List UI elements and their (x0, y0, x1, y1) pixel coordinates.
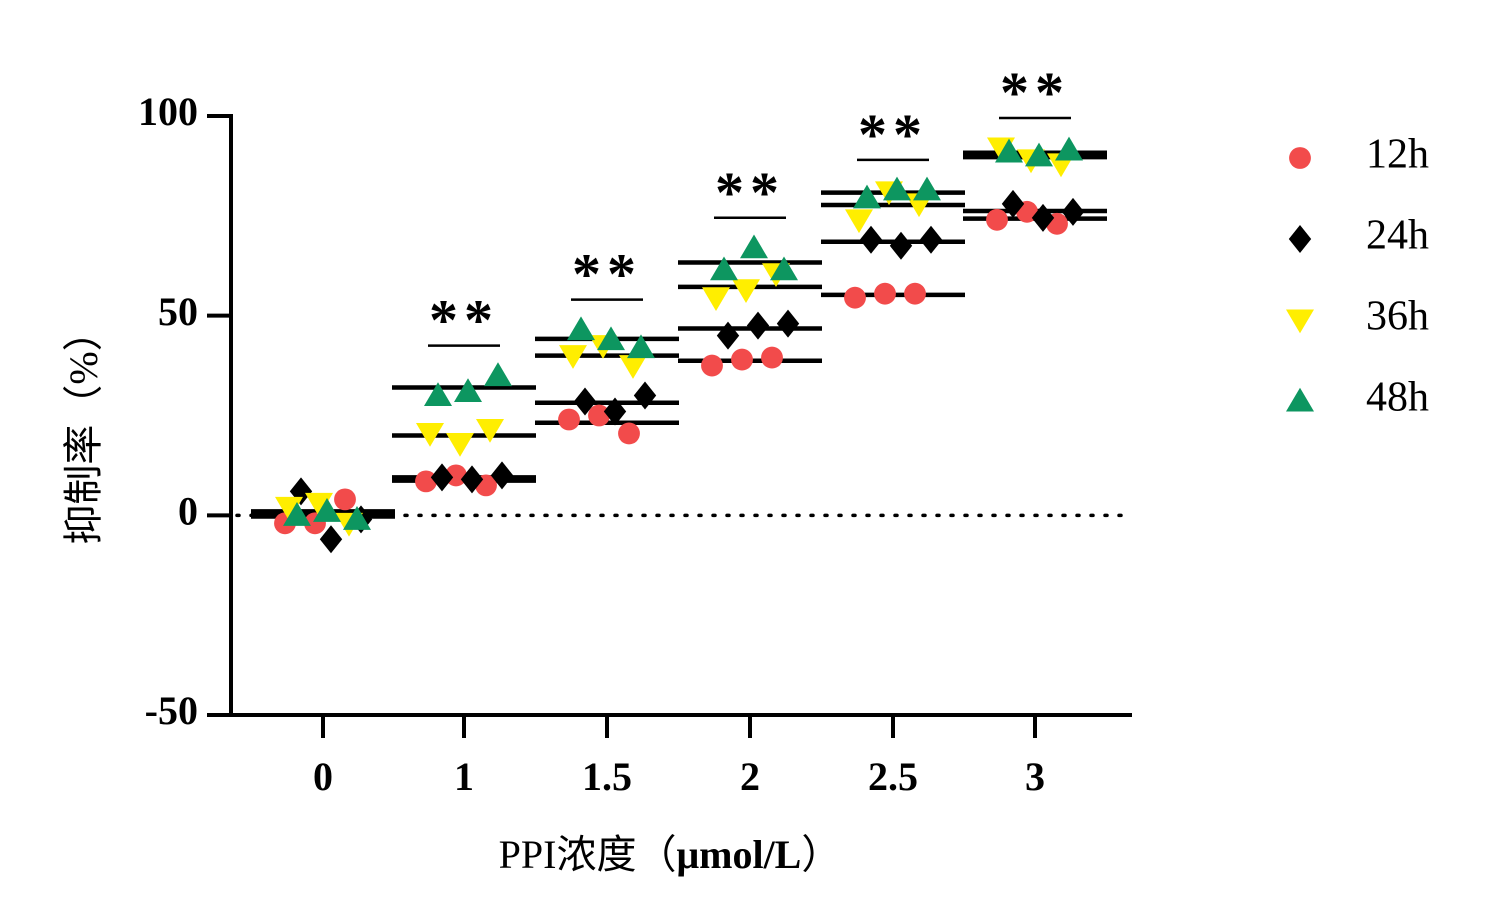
significance-label: ** (1000, 60, 1070, 125)
data-point (430, 463, 454, 492)
data-point (883, 176, 911, 201)
y-tick-label: 100 (138, 89, 198, 134)
data-point (1025, 142, 1053, 167)
legend-label: 24h (1366, 213, 1429, 259)
legend-marker (1289, 147, 1311, 169)
data-point (334, 488, 356, 511)
data-point (597, 326, 625, 351)
data-point (874, 282, 896, 305)
data-point (416, 422, 444, 447)
data-point (710, 256, 738, 281)
data-point (853, 184, 881, 209)
data-point (343, 506, 371, 530)
x-axis-label-suffix: ） (801, 832, 841, 877)
data-point (731, 348, 753, 371)
x-tick-label: 1 (454, 754, 474, 799)
data-point (460, 465, 484, 494)
data-points (274, 136, 1085, 554)
data-point (490, 461, 514, 490)
data-point (701, 354, 723, 377)
x-tick-label: 2 (740, 754, 760, 799)
data-point (770, 256, 798, 281)
data-point (424, 382, 452, 407)
data-point (275, 496, 303, 521)
data-point (319, 525, 343, 554)
data-point (305, 492, 333, 517)
x-tick-label: 3 (1025, 754, 1045, 799)
data-point (415, 470, 437, 493)
legend-item: 12h (1289, 132, 1429, 178)
data-point (904, 282, 926, 305)
data-point (476, 418, 504, 443)
significance-label: ** (572, 242, 642, 307)
data-point (889, 231, 913, 260)
x-tick-label: 1.5 (582, 754, 632, 799)
data-point (559, 345, 587, 369)
legend-marker (1286, 387, 1314, 412)
y-tick-label: -50 (145, 688, 198, 733)
data-point (702, 287, 730, 311)
data-point (558, 408, 580, 431)
x-tick-label: 0 (313, 754, 333, 799)
data-point (859, 225, 883, 254)
axes (229, 114, 1132, 717)
y-ticks: -50 0 50 100 (138, 89, 231, 733)
data-point (995, 138, 1023, 163)
legend-marker (1286, 309, 1314, 334)
data-point (283, 502, 311, 526)
legend-marker (1288, 225, 1312, 253)
legend-item: 24h (1288, 213, 1429, 259)
legend-item: 36h (1286, 294, 1429, 340)
data-point (588, 404, 610, 427)
significance-label: ** (715, 160, 785, 225)
data-point (618, 422, 640, 445)
data-point (484, 362, 512, 387)
data-point (567, 316, 595, 341)
data-point (627, 334, 655, 359)
x-ticks: 0 1 1.5 2 2.5 3 (313, 715, 1045, 799)
data-point (844, 286, 866, 309)
mean-lines (251, 150, 1107, 519)
legend-label: 48h (1366, 375, 1429, 421)
legend-label: 12h (1366, 132, 1429, 178)
data-point (573, 387, 597, 416)
data-point (445, 464, 467, 487)
legend: 12h 24h 36h 48h (1286, 132, 1429, 421)
x-tick-label: 2.5 (868, 754, 918, 799)
data-point (603, 397, 627, 426)
data-point (1055, 136, 1083, 161)
data-point (313, 498, 341, 522)
data-point (740, 234, 768, 259)
data-point (761, 346, 783, 369)
significance-label: ** (858, 102, 928, 167)
data-point (633, 381, 657, 410)
data-point (619, 355, 647, 379)
data-point (732, 279, 760, 304)
data-point (776, 309, 800, 338)
data-point (1061, 197, 1085, 226)
x-axis-label-prefix: PPI浓度（ (499, 832, 677, 877)
data-point (716, 321, 740, 350)
x-axis-label: PPI浓度（μmol/L） (499, 832, 842, 877)
x-axis-label-unit: μmol/L (676, 832, 801, 877)
y-axis-label: 抑制率（%） (61, 311, 106, 544)
data-point (986, 208, 1008, 231)
legend-item: 48h (1286, 375, 1429, 421)
data-point (919, 225, 943, 254)
y-tick-label: 50 (158, 289, 198, 334)
legend-label: 36h (1366, 294, 1429, 340)
significance-label: ** (429, 288, 499, 353)
data-point (454, 378, 482, 403)
data-point (845, 209, 873, 234)
significance-marks: ** ** ** ** ** (428, 60, 1071, 353)
y-tick-label: 0 (178, 489, 198, 534)
data-point (1031, 203, 1055, 232)
data-point (1001, 189, 1025, 218)
data-point (746, 311, 770, 340)
data-point (913, 176, 941, 201)
data-point (446, 432, 474, 457)
